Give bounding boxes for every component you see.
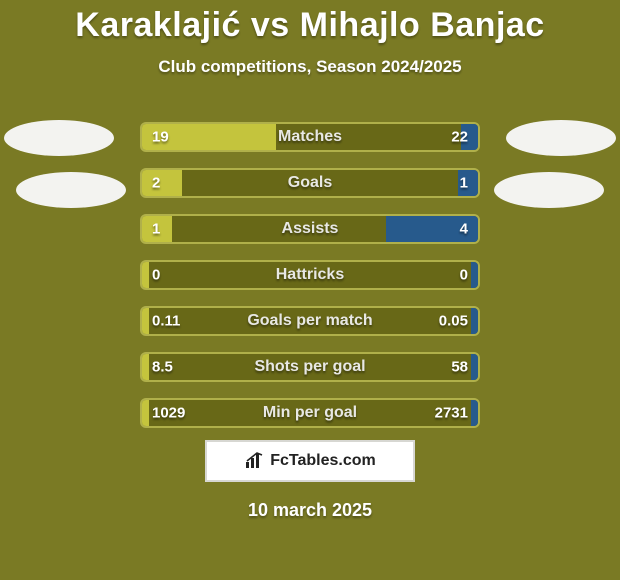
comparison-bars: 1922Matches21Goals14Assists00Hattricks0.… (140, 122, 480, 444)
stat-value-left: 2 (152, 175, 160, 192)
player-right-logo-1 (506, 120, 616, 156)
stat-value-right: 58 (451, 359, 468, 376)
chart-icon (244, 452, 264, 470)
stat-row: 8.5 58Shots per goal (140, 352, 480, 382)
stat-label: Hattricks (142, 266, 478, 284)
stat-value-right: 1 (460, 175, 468, 192)
stat-fill-left (142, 308, 149, 334)
badge-text: FcTables.com (270, 452, 376, 470)
stat-row: 1922Matches (140, 122, 480, 152)
player-left-logo-1 (4, 120, 114, 156)
stat-value-right: 0.05 (439, 313, 468, 330)
player-left-logo-2 (16, 172, 126, 208)
stat-value-right: 4 (460, 221, 468, 238)
stat-row: 2 1Goals (140, 168, 480, 198)
stat-label: Min per goal (142, 404, 478, 422)
stat-row: 1029 2731Min per goal (140, 398, 480, 428)
stat-label: Shots per goal (142, 358, 478, 376)
stat-value-left: 1029 (152, 405, 185, 422)
stat-value-right: 2731 (435, 405, 468, 422)
stat-value-left: 8.5 (152, 359, 173, 376)
stat-row: 0 0Hattricks (140, 260, 480, 290)
stat-value-right: 0 (460, 267, 468, 284)
stat-fill-right (471, 400, 478, 426)
stat-label: Goals (142, 174, 478, 192)
stat-fill-left (142, 170, 182, 196)
stat-value-right: 22 (451, 129, 468, 146)
stat-fill-right (471, 354, 478, 380)
stat-row: 0.11 0.05Goals per match (140, 306, 480, 336)
stat-value-left: 19 (152, 129, 169, 146)
stat-fill-left (142, 400, 149, 426)
stat-label: Goals per match (142, 312, 478, 330)
stat-value-left: 0.11 (152, 313, 180, 330)
stat-value-left: 1 (152, 221, 160, 238)
stat-value-left: 0 (152, 267, 160, 284)
page-subtitle: Club competitions, Season 2024/2025 (0, 57, 620, 77)
stat-row: 14Assists (140, 214, 480, 244)
stat-fill-right (471, 308, 478, 334)
stat-fill-left (142, 354, 149, 380)
page-title: Karaklajić vs Mihajlo Banjac (0, 0, 620, 45)
stat-fill-left (142, 262, 149, 288)
fctables-badge[interactable]: FcTables.com (205, 440, 415, 482)
player-right-logo-2 (494, 172, 604, 208)
stat-fill-right (471, 262, 478, 288)
page-date: 10 march 2025 (0, 500, 620, 521)
